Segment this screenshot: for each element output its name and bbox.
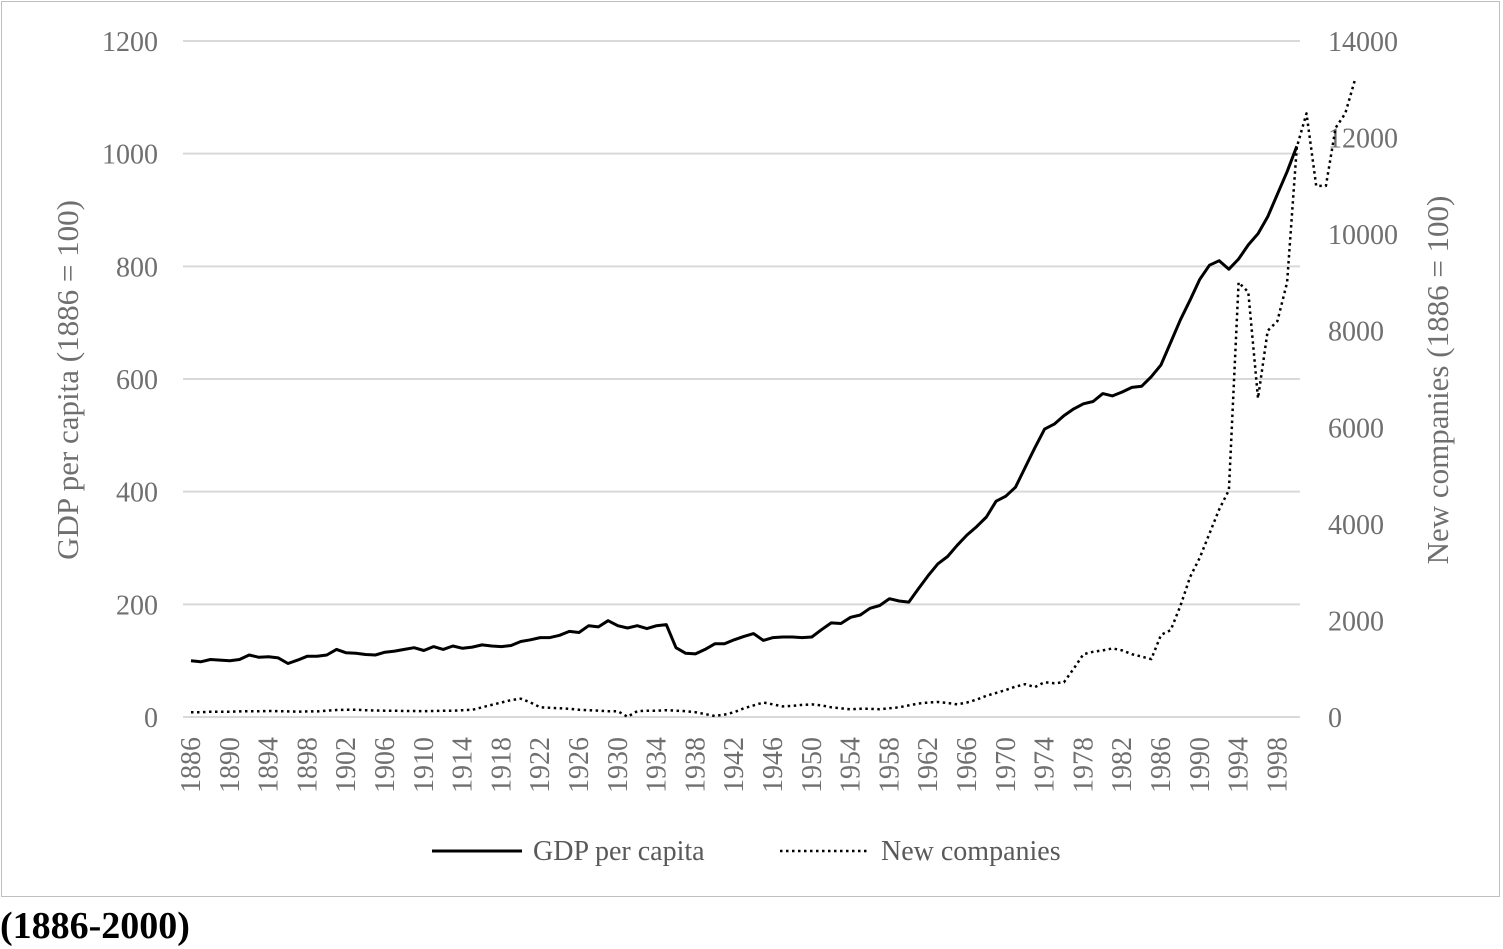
x-tick-label: 1890 bbox=[215, 737, 246, 793]
x-tick-label: 1946 bbox=[758, 737, 789, 793]
right-tick-label: 8000 bbox=[1328, 317, 1384, 348]
right-tick-label: 2000 bbox=[1328, 606, 1384, 637]
x-tick-label: 1974 bbox=[1030, 737, 1061, 793]
x-tick-label: 1994 bbox=[1224, 737, 1255, 793]
left-tick-label: 800 bbox=[116, 252, 158, 283]
x-tick-label: 1918 bbox=[486, 737, 517, 793]
right-axis-ticks: 0 2000 4000 6000 8000 10000 12000 14000 bbox=[1328, 27, 1398, 734]
left-tick-label: 400 bbox=[116, 478, 158, 509]
x-tick-label: 1962 bbox=[913, 737, 944, 793]
legend-label-new-companies: New companies bbox=[881, 836, 1061, 867]
left-tick-label: 600 bbox=[116, 365, 158, 396]
x-tick-label: 1902 bbox=[331, 737, 362, 793]
x-tick-label: 1986 bbox=[1146, 737, 1177, 793]
x-tick-label: 1926 bbox=[564, 737, 595, 793]
x-tick-label: 1982 bbox=[1107, 737, 1138, 793]
x-tick-label: 1886 bbox=[176, 737, 207, 793]
right-tick-label: 4000 bbox=[1328, 510, 1384, 541]
right-axis-title: New companies (1886 = 100) bbox=[1420, 196, 1455, 565]
x-tick-label: 1898 bbox=[292, 737, 323, 793]
right-tick-label: 10000 bbox=[1328, 220, 1398, 251]
left-tick-label: 0 bbox=[144, 703, 158, 734]
x-tick-label: 1930 bbox=[603, 737, 634, 793]
x-tick-label: 1990 bbox=[1185, 737, 1216, 793]
right-tick-label: 12000 bbox=[1328, 124, 1398, 155]
right-tick-label: 0 bbox=[1328, 703, 1342, 734]
left-axis-ticks: 0 200 400 600 800 1000 1200 bbox=[102, 27, 158, 734]
x-tick-label: 1970 bbox=[991, 737, 1022, 793]
x-tick-label: 1922 bbox=[525, 737, 556, 793]
x-tick-label: 1894 bbox=[254, 737, 285, 793]
series-line-new-companies bbox=[191, 79, 1357, 719]
left-axis-title: GDP per capita (1886 = 100) bbox=[50, 200, 85, 560]
x-tick-label: 1978 bbox=[1068, 737, 1099, 793]
x-tick-label: 1966 bbox=[952, 737, 983, 793]
x-tick-label: 1934 bbox=[642, 737, 673, 793]
x-tick-label: 1914 bbox=[448, 737, 479, 793]
x-tick-label: 1938 bbox=[680, 737, 711, 793]
x-axis-ticks: 1886 1890 1894 1898 1902 1906 1910 1914 1918 1922… bbox=[176, 737, 1293, 793]
figure-caption: (1886-2000) bbox=[0, 905, 190, 947]
legend-label-gdp: GDP per capita bbox=[533, 836, 705, 867]
chart: 0 200 400 600 800 1000 1200 0 2000 4000 6000 8000 1… bbox=[50, 27, 1455, 867]
x-tick-label: 1906 bbox=[370, 737, 401, 793]
left-tick-label: 1000 bbox=[102, 140, 158, 171]
right-tick-label: 6000 bbox=[1328, 413, 1384, 444]
left-tick-label: 1200 bbox=[102, 27, 158, 58]
left-tick-label: 200 bbox=[116, 590, 158, 621]
x-tick-label: 1998 bbox=[1262, 737, 1293, 793]
x-tick-label: 1942 bbox=[719, 737, 750, 793]
right-tick-label: 14000 bbox=[1328, 27, 1398, 58]
x-tick-label: 1950 bbox=[797, 737, 828, 793]
series-lines bbox=[190, 79, 1357, 719]
gridlines bbox=[183, 40, 1300, 718]
x-tick-label: 1958 bbox=[874, 737, 905, 793]
legend: GDP per capita New companies bbox=[432, 836, 1061, 867]
chart-frame bbox=[1, 1, 1500, 897]
x-tick-label: 1910 bbox=[409, 737, 440, 793]
series-line-gdp-per-capita bbox=[190, 145, 1299, 665]
x-tick-label: 1954 bbox=[836, 737, 867, 793]
